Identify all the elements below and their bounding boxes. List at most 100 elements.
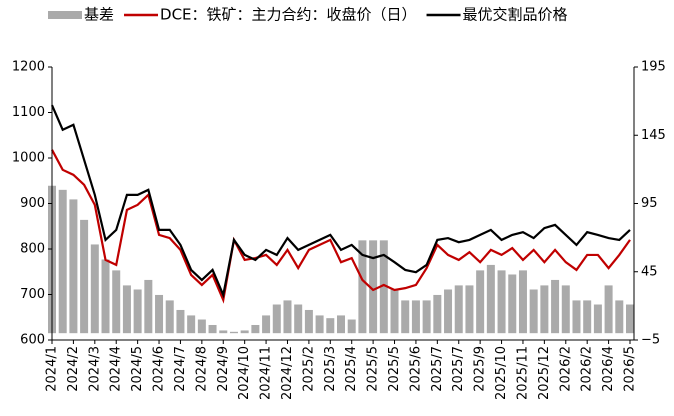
bar [58, 189, 67, 334]
x-tick-label: 2024/4 [109, 346, 124, 392]
bar [80, 219, 89, 334]
bar [208, 324, 217, 334]
bar [283, 300, 292, 334]
y-tick-label: 1000 [12, 151, 45, 166]
x-tick-label: 2024/8 [194, 346, 209, 392]
x-tick-label: 2024/10 [237, 346, 252, 400]
bar [583, 300, 592, 334]
bar [626, 304, 634, 334]
x-tick-label: 2025/3 [323, 346, 338, 392]
bar [358, 240, 367, 334]
bar [197, 319, 206, 334]
bar [422, 300, 431, 334]
bar [155, 294, 164, 334]
x-tick-label: 2024/3 [87, 346, 102, 392]
bar [486, 264, 495, 334]
bar [262, 315, 271, 334]
bar [604, 285, 613, 334]
line [51, 149, 631, 304]
bar [476, 270, 485, 334]
legend-label: DCE：铁矿：主力合约：收盘价（日） [160, 6, 417, 24]
bar [551, 279, 560, 334]
bar [90, 244, 99, 334]
legend-swatch [48, 11, 82, 19]
x-tick-label: 2025/7 [430, 346, 445, 392]
y-tick-label: 700 [20, 287, 45, 302]
x-tick-label: 2024/1 [45, 346, 60, 392]
bar [144, 279, 153, 334]
bar [433, 294, 442, 334]
bar [229, 331, 238, 334]
bar [508, 274, 517, 334]
bar [112, 270, 121, 334]
bar [176, 309, 185, 334]
x-tick-label: 2025/12 [537, 346, 552, 400]
x-tick-label: 2025/5 [387, 346, 402, 392]
bar [518, 270, 527, 334]
bar [101, 259, 110, 334]
x-tick-label: 2026/5 [623, 346, 638, 392]
bar [379, 240, 388, 334]
bar [401, 300, 410, 334]
y-tick-label: 1100 [12, 105, 45, 120]
x-tick-label: 2026/4 [601, 346, 616, 392]
x-tick-label: 2026/2 [580, 346, 595, 392]
bar [369, 240, 378, 334]
bar [465, 285, 474, 334]
bar [454, 285, 463, 334]
bar [240, 330, 249, 334]
x-tick-label: 2025/5 [366, 346, 381, 392]
x-tick-label: 2025/6 [408, 346, 423, 392]
bar [411, 300, 420, 334]
bar [529, 289, 538, 334]
y-tick-label: 600 [20, 333, 45, 348]
x-tick-label: 2025/9 [473, 346, 488, 392]
bar [572, 300, 581, 334]
y-tick-label: 1200 [12, 60, 45, 75]
x-tick-label: 2025/2 [301, 346, 316, 392]
y2-tick-label: 145 [641, 128, 666, 143]
x-tick-label: 2024/9 [216, 346, 231, 392]
bar [615, 300, 624, 334]
bar [497, 270, 506, 334]
y-tick-label: 900 [20, 196, 45, 211]
x-tick-label: 2024/2 [66, 346, 81, 392]
bar [187, 315, 196, 334]
legend-label: 最优交割品价格 [463, 6, 568, 24]
y2-tick-label: 95 [641, 196, 658, 211]
x-tick-label: 2024/11 [259, 346, 274, 400]
bar [122, 285, 131, 334]
bar [272, 304, 281, 334]
x-tick-label: 2025/10 [494, 346, 509, 400]
line [50, 104, 631, 299]
x-tick-label: 2025/4 [344, 346, 359, 392]
bar [304, 309, 313, 334]
y2-tick-label: 195 [641, 60, 666, 75]
x-tick-label: 2025/7 [451, 346, 466, 392]
x-tick-label: 2024/12 [280, 346, 295, 400]
bar [315, 315, 324, 334]
bar [326, 318, 335, 334]
x-tick-label: 2026/2 [558, 346, 573, 392]
bar [165, 300, 174, 334]
bar [133, 289, 142, 334]
bar [219, 330, 228, 334]
bar [593, 304, 602, 334]
x-tick-label: 2025/11 [515, 346, 530, 400]
bar [390, 289, 399, 334]
bar [347, 319, 356, 334]
y2-tick-label: −5 [641, 333, 660, 348]
bar [337, 315, 345, 334]
x-tick-label: 2024/6 [152, 346, 167, 392]
x-tick-label: 2024/5 [130, 346, 145, 392]
bar [294, 304, 303, 334]
bar [69, 199, 78, 334]
bar [251, 324, 260, 334]
bar [561, 285, 570, 334]
y-tick-label: 800 [20, 242, 45, 257]
bar [540, 285, 549, 334]
bar [444, 289, 453, 334]
y2-tick-label: 45 [641, 264, 658, 279]
x-tick-label: 2024/7 [173, 346, 188, 392]
